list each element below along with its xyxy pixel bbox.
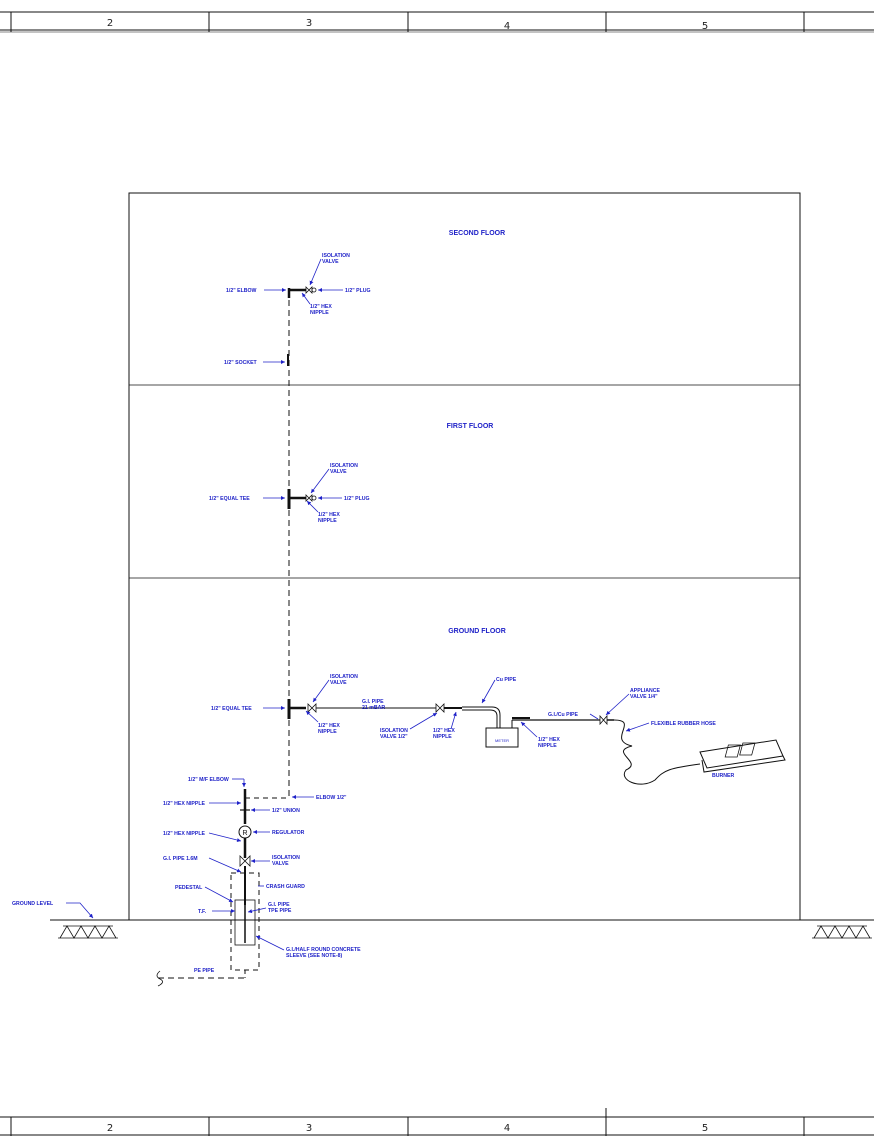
sf-plug-label: 1/2" PLUG <box>345 288 371 294</box>
grid-label-2-bottom: 2 <box>107 1123 113 1134</box>
grid-label-4: 4 <box>504 21 510 32</box>
meter-label: METER <box>495 738 509 743</box>
grid-label-2: 2 <box>107 18 113 29</box>
pedestal-label: PEDESTAL <box>175 885 203 891</box>
mf-elbow-label: 1/2" M/F ELBOW <box>188 777 229 783</box>
top-grid-strip: 2 3 4 5 <box>0 11 874 33</box>
crash-guard-label: CRASH GUARD <box>266 884 305 890</box>
gf-hex-nipple3-label-1: 1/2" HEX <box>538 737 560 743</box>
gi-pipe-pe-label-2: TPE PIPE <box>268 908 292 914</box>
ff-hex-nipple-label-2: NIPPLE <box>318 518 337 524</box>
hex-nipple-b-label: 1/2" HEX NIPPLE <box>163 831 205 837</box>
gf-isolation-label-2: VALVE <box>330 680 347 686</box>
regulator-label: REGULATOR <box>272 830 305 836</box>
floor-title-second: SECOND FLOOR <box>449 230 505 237</box>
ground-hatch-right <box>812 925 872 939</box>
hex-nipple-a-label: 1/2" HEX NIPPLE <box>163 801 205 807</box>
gf-hex-nipple2-label-2: NIPPLE <box>433 734 452 740</box>
sf-socket-label: 1/2" SOCKET <box>224 360 258 366</box>
gf-iso-valve-half-label-1: ISOLATION <box>380 728 408 734</box>
floor-title-ground: GROUND FLOOR <box>448 628 506 635</box>
first-floor-assembly <box>287 489 317 509</box>
ff-plug-label: 1/2" PLUG <box>344 496 370 502</box>
sf-elbow-label: 1/2" ELBOW <box>226 288 257 294</box>
ground-level-label: GROUND LEVEL <box>12 901 54 907</box>
gf-gi-pipe-label-1: G.I. PIPE <box>362 699 384 705</box>
regulator-assembly: R <box>156 789 289 987</box>
gf-appliance-valve-label-2: VALVE 1/4" <box>630 694 658 700</box>
gf-equal-tee-label: 1/2" EQUAL TEE <box>211 706 252 712</box>
gf-hex-nipple-label-1: 1/2" HEX <box>318 723 340 729</box>
gf-cu-pipe-label: Cu PIPE <box>496 677 517 683</box>
sleeve-label-1: G.I./HALF ROUND CONCRETE <box>286 947 361 953</box>
gf-gi-pipe-label-2: 21 mBAR <box>362 705 385 711</box>
sleeve-label-2: SLEEVE (SEE NOTE-8) <box>286 953 342 959</box>
sf-isolation-label-1: ISOLATION <box>322 253 350 259</box>
pe-pipe-label: PE PIPE <box>194 968 215 974</box>
gf-appliance-valve-label-1: APPLIANCE <box>630 688 661 694</box>
gf-hex-nipple3-label-2: NIPPLE <box>538 743 557 749</box>
ff-isolation-label-1: ISOLATION <box>330 463 358 469</box>
grid-label-3: 3 <box>306 18 312 29</box>
grid-label-4-bottom: 4 <box>504 1123 510 1134</box>
sf-hex-nipple-label-2: NIPPLE <box>310 310 329 316</box>
gf-burner-label: BURNER <box>712 773 734 779</box>
gf-isolation-label-1: ISOLATION <box>330 674 358 680</box>
union-label: 1/2" UNION <box>272 808 300 814</box>
isolation2-label-1: ISOLATION <box>272 855 300 861</box>
grid-label-5-bottom: 5 <box>702 1123 708 1134</box>
ff-isolation-label-2: VALVE <box>330 469 347 475</box>
floor-title-first: FIRST FLOOR <box>447 423 494 430</box>
gf-hex-nipple-label-2: NIPPLE <box>318 729 337 735</box>
gf-iso-valve-half-label-2: VALVE 1/2" <box>380 734 408 740</box>
grid-label-3-bottom: 3 <box>306 1123 312 1134</box>
regulator-symbol: R <box>242 830 247 837</box>
sf-isolation-label-2: VALVE <box>322 259 339 265</box>
gf-hex-nipple2-label-1: 1/2" HEX <box>433 728 455 734</box>
sf-hex-nipple-label-1: 1/2" HEX <box>310 304 332 310</box>
ground-floor-assembly: METER <box>287 699 786 785</box>
building-outline <box>50 192 874 921</box>
gi-pipe-pe-label-1: G.I. PIPE <box>268 902 290 908</box>
gi-pipe-length-label: G.I. PIPE 1.6M <box>163 856 198 862</box>
ff-hex-nipple-label-1: 1/2" HEX <box>318 512 340 518</box>
gf-flexible-hose-label: FLEXIBLE RUBBER HOSE <box>651 721 716 727</box>
grid-label-5: 5 <box>702 21 708 32</box>
second-floor-assembly <box>287 286 317 366</box>
bottom-grid-strip: 2 3 4 5 <box>0 1108 874 1136</box>
ground-hatch-left <box>58 925 118 939</box>
gf-gi-cu-pipe-label: G.I./Cu PIPE <box>548 712 579 718</box>
tf-label: T.F. <box>198 909 207 915</box>
elbow-half-label: ELBOW 1/2" <box>316 795 347 801</box>
isolation2-label-2: VALVE <box>272 861 289 867</box>
ff-equal-tee-label: 1/2" EQUAL TEE <box>209 496 250 502</box>
